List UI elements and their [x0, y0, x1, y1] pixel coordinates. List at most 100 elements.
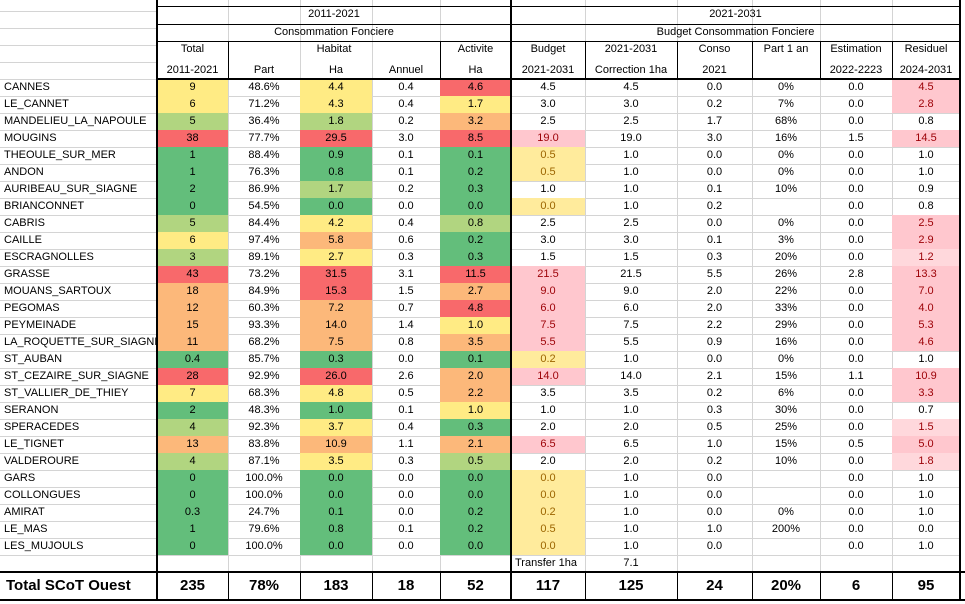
total-cell[interactable]: 38: [157, 130, 228, 147]
commune-name[interactable]: MANDELIEU_LA_NAPOULE: [4, 115, 147, 127]
ha-cell[interactable]: 10.9: [300, 436, 372, 453]
estimation-cell[interactable]: 1.5: [848, 132, 864, 144]
part-cell[interactable]: 48.3%: [248, 404, 280, 416]
total-ha[interactable]: 183: [323, 577, 349, 594]
annuel-cell[interactable]: 0.4: [398, 81, 414, 93]
budget-cell[interactable]: 5.5: [511, 334, 585, 351]
conso-cell[interactable]: 0.5: [706, 421, 723, 433]
activite-cell[interactable]: 3.2: [440, 113, 511, 130]
conso-cell[interactable]: 0.0: [706, 540, 723, 552]
total-conso[interactable]: 24: [706, 577, 723, 594]
commune-name[interactable]: ST_VALLIER_DE_THIEY: [4, 387, 129, 399]
part-cell[interactable]: 92.9%: [248, 370, 280, 382]
conso-cell[interactable]: 2.1: [706, 370, 723, 382]
part-1-an-cell[interactable]: 22%: [774, 285, 798, 297]
activite-cell[interactable]: 0.5: [440, 453, 511, 470]
residuel-cell[interactable]: 1.0: [918, 506, 934, 518]
commune-name[interactable]: ESCRAGNOLLES: [4, 251, 94, 263]
residuel-cell[interactable]: 1.2: [892, 249, 960, 266]
residuel-cell[interactable]: 14.5: [892, 130, 960, 147]
correction-cell[interactable]: 1.0: [623, 404, 639, 416]
annuel-cell[interactable]: 0.6: [398, 234, 414, 246]
activite-cell[interactable]: 11.5: [440, 266, 511, 283]
correction-cell[interactable]: 1.0: [623, 523, 639, 535]
annuel-cell[interactable]: 0.5: [398, 387, 414, 399]
ha-cell[interactable]: 0.3: [300, 351, 372, 368]
annuel-cell[interactable]: 2.6: [398, 370, 414, 382]
budget-cell[interactable]: 0.2: [511, 351, 585, 368]
conso-cell[interactable]: 0.1: [706, 183, 723, 195]
part-1-an-cell[interactable]: 10%: [774, 183, 798, 195]
activite-cell[interactable]: 8.5: [440, 130, 511, 147]
activite-cell[interactable]: 0.2: [440, 164, 511, 181]
conso-cell[interactable]: 2.0: [706, 285, 723, 297]
commune-name[interactable]: ST_CEZAIRE_SUR_SIAGNE: [4, 370, 149, 382]
part-cell[interactable]: 89.1%: [248, 251, 280, 263]
total-activite[interactable]: 52: [467, 577, 484, 594]
ha-cell[interactable]: 31.5: [300, 266, 372, 283]
residuel-cell[interactable]: 0.8: [918, 200, 934, 212]
total-budget[interactable]: 117: [535, 577, 561, 594]
part-1-an-cell[interactable]: [752, 198, 820, 215]
annuel-cell[interactable]: 0.2: [398, 183, 414, 195]
estimation-cell[interactable]: 0.0: [848, 115, 864, 127]
part-1-an-cell[interactable]: 30%: [774, 404, 798, 416]
part-cell[interactable]: 92.3%: [248, 421, 280, 433]
correction-cell[interactable]: 19.0: [620, 132, 642, 144]
conso-cell[interactable]: 2.0: [706, 302, 723, 314]
budget-cell[interactable]: 0.0: [511, 198, 585, 215]
estimation-cell[interactable]: 0.0: [848, 302, 864, 314]
conso-cell[interactable]: 0.0: [706, 217, 723, 229]
activite-cell[interactable]: 1.7: [440, 96, 511, 113]
activite-cell[interactable]: 3.5: [440, 334, 511, 351]
budget-cell[interactable]: 14.0: [511, 368, 585, 385]
header-sub-2[interactable]: Part: [253, 64, 275, 76]
part-cell[interactable]: 100.0%: [245, 489, 283, 501]
estimation-cell[interactable]: 0.0: [848, 285, 864, 297]
header-sub-6[interactable]: 2021-2031: [521, 64, 575, 76]
total-cell[interactable]: 5: [157, 215, 228, 232]
commune-name[interactable]: CANNES: [4, 81, 50, 93]
total-cell[interactable]: 1: [157, 521, 228, 538]
part-cell[interactable]: 68.3%: [248, 387, 280, 399]
residuel-cell[interactable]: 1.0: [918, 489, 934, 501]
part-cell[interactable]: 60.3%: [248, 302, 280, 314]
residuel-cell[interactable]: 3.3: [892, 385, 960, 402]
estimation-cell[interactable]: 0.0: [848, 472, 864, 484]
conso-cell[interactable]: 3.0: [706, 132, 723, 144]
conso-cell[interactable]: 2.2: [706, 319, 723, 331]
estimation-cell[interactable]: 0.0: [848, 523, 864, 535]
activite-cell[interactable]: 0.1: [440, 147, 511, 164]
total-cell[interactable]: 0.3: [157, 504, 228, 521]
part-1-an-cell[interactable]: 6%: [778, 387, 794, 399]
commune-name[interactable]: PEYMEINADE: [4, 319, 77, 331]
ha-cell[interactable]: 3.7: [300, 419, 372, 436]
part-1-an-cell[interactable]: 20%: [774, 251, 798, 263]
estimation-cell[interactable]: 0.0: [848, 81, 864, 93]
header-2021-2031-col[interactable]: 2021-2031: [604, 43, 658, 55]
activite-cell[interactable]: 0.3: [440, 249, 511, 266]
annuel-cell[interactable]: 0.1: [398, 523, 414, 535]
ha-cell[interactable]: 3.5: [300, 453, 372, 470]
header-residuel[interactable]: Residuel: [904, 43, 948, 55]
budget-cell[interactable]: 0.0: [511, 487, 585, 504]
estimation-cell[interactable]: 0.0: [848, 319, 864, 331]
activite-cell[interactable]: 0.3: [440, 419, 511, 436]
conso-cell[interactable]: 0.1: [706, 234, 723, 246]
conso-cell[interactable]: 0.3: [706, 251, 723, 263]
residuel-cell[interactable]: 2.9: [892, 232, 960, 249]
budget-cell[interactable]: 2.5: [540, 115, 556, 127]
total-cell[interactable]: 0.4: [157, 351, 228, 368]
estimation-cell[interactable]: 0.0: [848, 387, 864, 399]
annuel-cell[interactable]: 0.8: [398, 336, 414, 348]
annuel-cell[interactable]: 0.1: [398, 166, 414, 178]
correction-cell[interactable]: 2.5: [623, 217, 639, 229]
part-1-an-cell[interactable]: 0%: [778, 217, 794, 229]
correction-cell[interactable]: 1.0: [623, 489, 639, 501]
ha-cell[interactable]: 29.5: [300, 130, 372, 147]
transfer-value[interactable]: 7.1: [623, 557, 639, 569]
commune-name[interactable]: AMIRAT: [4, 506, 45, 518]
estimation-cell[interactable]: 0.0: [848, 183, 864, 195]
ha-cell[interactable]: 15.3: [300, 283, 372, 300]
part-cell[interactable]: 71.2%: [248, 98, 280, 110]
